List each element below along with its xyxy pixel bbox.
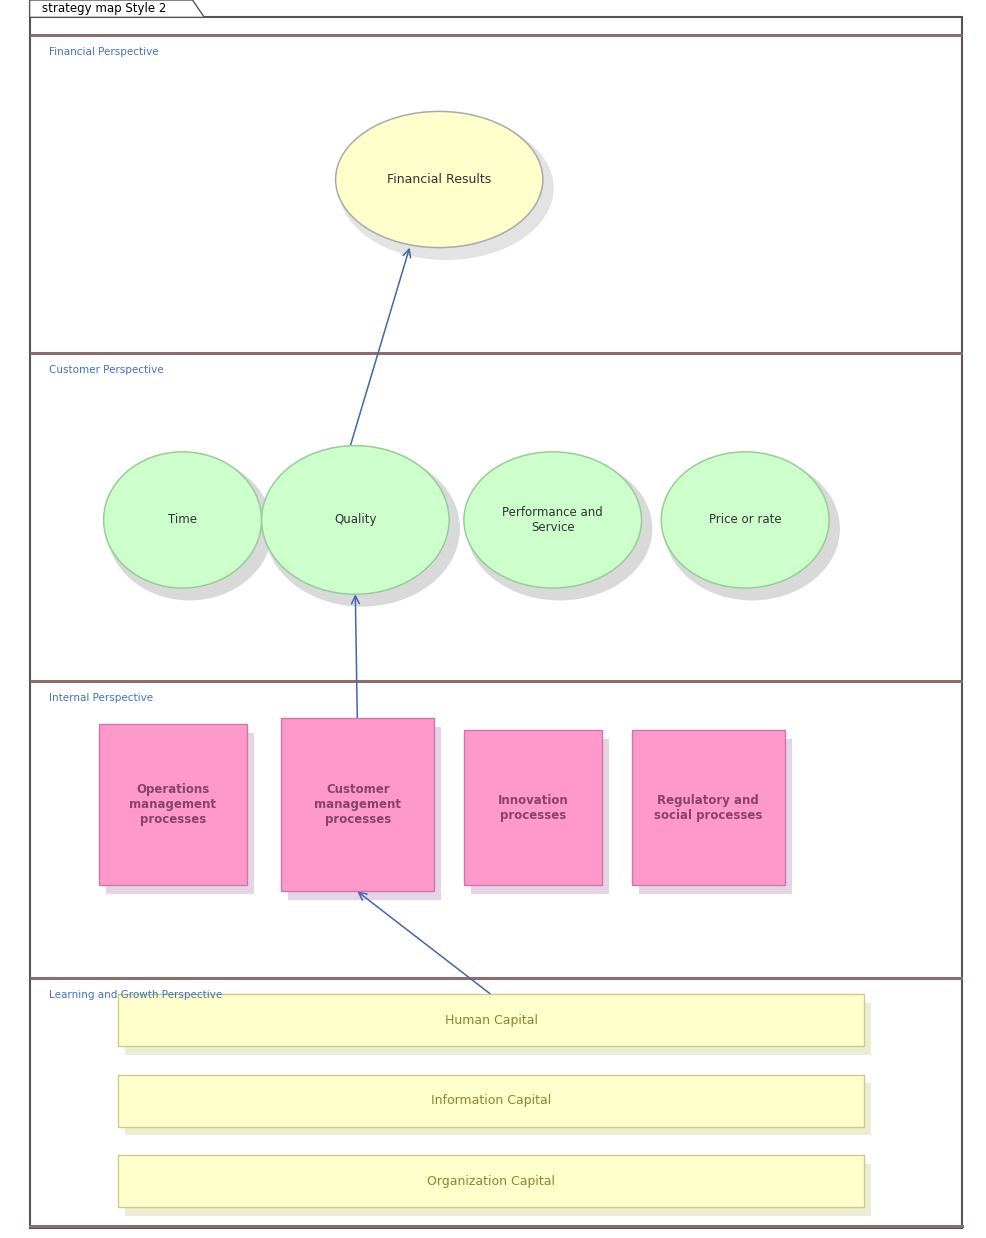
Ellipse shape — [104, 452, 261, 588]
Text: Organization Capital: Organization Capital — [427, 1175, 554, 1187]
Ellipse shape — [261, 446, 449, 594]
Text: Time: Time — [168, 514, 197, 526]
Bar — [288, 727, 441, 900]
Text: Operations
management
processes: Operations management processes — [129, 784, 216, 826]
Ellipse shape — [106, 457, 272, 600]
Text: Human Capital: Human Capital — [444, 1014, 537, 1026]
Bar — [118, 994, 863, 1046]
Text: Innovation
processes: Innovation processes — [497, 794, 568, 822]
Text: Financial Results: Financial Results — [387, 173, 491, 186]
Text: Learning and Growth Perspective: Learning and Growth Perspective — [49, 990, 223, 1000]
Ellipse shape — [264, 451, 459, 607]
Text: Customer Perspective: Customer Perspective — [49, 365, 164, 375]
Ellipse shape — [463, 452, 641, 588]
Text: Quality: Quality — [333, 514, 377, 526]
Bar — [118, 1155, 863, 1207]
Bar — [99, 724, 246, 885]
Ellipse shape — [664, 457, 839, 600]
Text: Customer
management
processes: Customer management processes — [314, 784, 401, 826]
Text: Price or rate: Price or rate — [708, 514, 781, 526]
Bar — [470, 739, 608, 894]
Text: Information Capital: Information Capital — [431, 1094, 550, 1107]
Bar — [638, 739, 791, 894]
Text: Regulatory and
social processes: Regulatory and social processes — [654, 794, 761, 822]
Bar — [125, 1083, 870, 1135]
Ellipse shape — [335, 111, 542, 248]
Ellipse shape — [466, 457, 652, 600]
Bar — [118, 1075, 863, 1127]
Text: strategy map Style 2: strategy map Style 2 — [42, 2, 167, 15]
Polygon shape — [30, 0, 204, 17]
Ellipse shape — [661, 452, 828, 588]
Bar — [125, 1164, 870, 1216]
Bar — [463, 730, 601, 885]
Text: Performance and
Service: Performance and Service — [502, 506, 602, 534]
Bar — [631, 730, 784, 885]
Ellipse shape — [338, 116, 553, 260]
Bar — [106, 733, 253, 894]
Bar — [125, 1003, 870, 1055]
Bar — [281, 718, 434, 891]
Text: Financial Perspective: Financial Perspective — [49, 47, 159, 57]
Text: Internal Perspective: Internal Perspective — [49, 693, 153, 703]
